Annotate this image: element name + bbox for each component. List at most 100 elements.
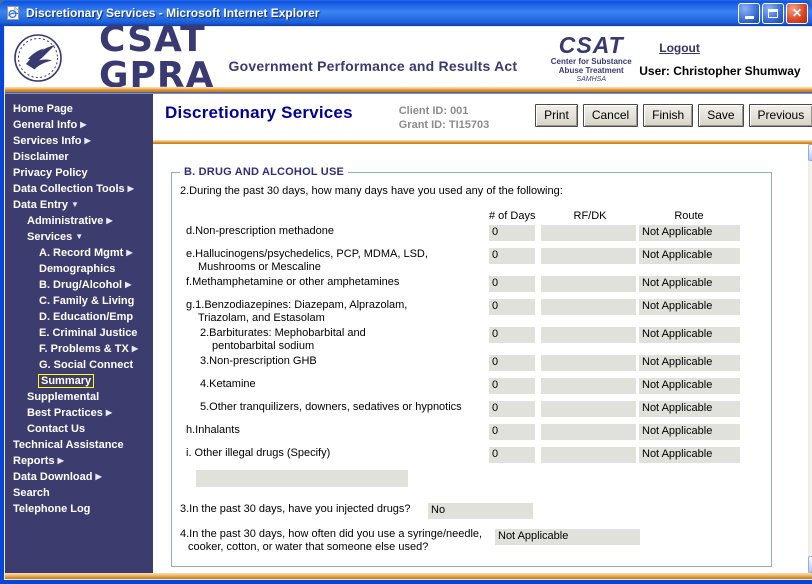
route-field[interactable]: Not Applicable bbox=[639, 424, 740, 440]
sidebar-item-data-download[interactable]: Data Download ▶ bbox=[5, 469, 151, 485]
sidebar-item-administrative[interactable]: Administrative ▶ bbox=[5, 213, 151, 229]
page-title: Discretionary Services bbox=[165, 103, 353, 122]
other-drugs-specify-input[interactable] bbox=[196, 470, 408, 487]
submenu-right-arrow-icon: ▶ bbox=[125, 280, 132, 289]
sidebar-item-summary[interactable]: Summary bbox=[5, 373, 151, 389]
cancel-button[interactable]: Cancel bbox=[582, 104, 639, 127]
hhs-eagle-logo bbox=[14, 34, 62, 82]
route-field[interactable]: Not Applicable bbox=[639, 225, 740, 241]
scroll-region: B. DRUG AND ALCOHOL USE 2.During the pas… bbox=[153, 144, 812, 573]
sidebar-item-telephone-log[interactable]: Telephone Log bbox=[5, 501, 151, 517]
sidebar-item-best-practices[interactable]: Best Practices ▶ bbox=[5, 405, 151, 421]
days-field[interactable]: 0 bbox=[489, 378, 535, 394]
route-field[interactable]: Not Applicable bbox=[639, 355, 740, 371]
days-field[interactable]: 0 bbox=[489, 424, 535, 440]
save-button[interactable]: Save bbox=[698, 104, 744, 127]
drug-row: h.Inhalants 0 Not Applicable bbox=[178, 424, 763, 440]
sidebar-item-e-criminal-justice[interactable]: E. Criminal Justice bbox=[5, 325, 151, 341]
window-frame: CSAT GPRA Government Performance and Res… bbox=[0, 22, 812, 584]
csat-samhsa-logo: CSAT Center for Substance Abuse Treatmen… bbox=[543, 31, 639, 83]
route-field[interactable]: Not Applicable bbox=[639, 299, 740, 315]
days-field[interactable]: 0 bbox=[489, 276, 535, 292]
sidebar-item-search[interactable]: Search bbox=[5, 485, 151, 501]
drug-row: g.1.Benzodiazepines: Diazepam, Alprazola… bbox=[178, 299, 763, 325]
route-field[interactable]: Not Applicable bbox=[639, 378, 740, 394]
sidebar-item-g-social-connect[interactable]: G. Social Connect bbox=[5, 357, 151, 373]
question-3-row: 3.In the past 30 days, have you injected… bbox=[178, 503, 763, 519]
submenu-right-arrow-icon: ▶ bbox=[106, 216, 113, 225]
days-field[interactable]: 0 bbox=[489, 401, 535, 417]
sidebar-item-disclaimer[interactable]: Disclaimer bbox=[5, 149, 151, 165]
submenu-right-arrow-icon: ▶ bbox=[126, 248, 133, 257]
sidebar-item-supplemental[interactable]: Supplemental bbox=[5, 389, 151, 405]
route-field[interactable]: Not Applicable bbox=[639, 401, 740, 417]
submenu-right-arrow-icon: ▶ bbox=[57, 456, 64, 465]
sidebar-menu: Home Page General Info ▶ Services Info ▶ Disc… bbox=[5, 94, 153, 573]
route-column-header: Route bbox=[674, 210, 704, 222]
drug-row-label: e.Hallucinogens/psychedelics, PCP, MDMA,… bbox=[186, 248, 428, 273]
route-field[interactable]: Not Applicable bbox=[639, 327, 740, 343]
sidebar-item-technical-assistance[interactable]: Technical Assistance bbox=[5, 437, 151, 453]
finish-button[interactable]: Finish bbox=[643, 104, 694, 127]
sidebar-item-label: Reports bbox=[13, 455, 55, 467]
question-4-text: 4.In the past 30 days, how often did you… bbox=[180, 528, 483, 553]
days-field[interactable]: 0 bbox=[489, 225, 535, 241]
drug-row-label: 2.Barbiturates: Mephobarbital and pentoba… bbox=[200, 327, 366, 352]
days-field[interactable]: 0 bbox=[489, 299, 535, 315]
route-field[interactable]: Not Applicable bbox=[639, 447, 740, 463]
days-field[interactable]: 0 bbox=[489, 327, 535, 343]
rfdk-field[interactable] bbox=[541, 378, 636, 394]
sidebar-item-services-info[interactable]: Services Info ▶ bbox=[5, 133, 151, 149]
sidebar-item-b-drug-alcohol[interactable]: B. Drug/Alcohol ▶ bbox=[5, 277, 151, 293]
rfdk-field[interactable] bbox=[541, 447, 636, 463]
sidebar-item-d-education-emp[interactable]: D. Education/Emp bbox=[5, 309, 151, 325]
days-field[interactable]: 0 bbox=[489, 447, 535, 463]
sidebar-item-f-problems-tx[interactable]: F. Problems & TX ▶ bbox=[5, 341, 151, 357]
days-field[interactable]: 0 bbox=[489, 248, 535, 264]
rfdk-field[interactable] bbox=[541, 327, 636, 343]
close-button[interactable]: ✕ bbox=[786, 2, 808, 24]
sidebar-item-data-collection-tools[interactable]: Data Collection Tools ▶ bbox=[5, 181, 151, 197]
injected-drugs-field[interactable]: No bbox=[428, 503, 533, 519]
sidebar-item-label: F. Problems & TX bbox=[39, 343, 129, 355]
days-field[interactable]: 0 bbox=[489, 355, 535, 371]
sidebar-item-label: Data Collection Tools bbox=[13, 183, 125, 195]
sidebar-item-reports[interactable]: Reports ▶ bbox=[5, 453, 151, 469]
rfdk-field[interactable] bbox=[541, 299, 636, 315]
close-icon: ✕ bbox=[791, 6, 803, 20]
sidebar-item-data-entry[interactable]: Data Entry ▼ bbox=[5, 197, 151, 213]
route-field[interactable]: Not Applicable bbox=[639, 248, 740, 264]
sidebar-item-home-page[interactable]: Home Page bbox=[5, 101, 151, 117]
grant-id: Grant ID: TI15703 bbox=[398, 119, 490, 131]
rfdk-field[interactable] bbox=[541, 276, 636, 292]
vertical-scrollbar[interactable]: ▲ ▼ bbox=[808, 144, 812, 573]
drug-alcohol-fieldset: B. DRUG AND ALCOHOL USE 2.During the pas… bbox=[171, 166, 773, 567]
drug-row-label: 3.Non-prescription GHB bbox=[200, 355, 317, 367]
csat-logo-text: CSAT bbox=[558, 31, 624, 58]
sidebar-item-demographics[interactable]: Demographics bbox=[5, 261, 151, 277]
print-button[interactable]: Print bbox=[535, 104, 578, 127]
sidebar-item-label: Telephone Log bbox=[13, 503, 91, 515]
rfdk-field[interactable] bbox=[541, 424, 636, 440]
sidebar-item-a-record-mgmt[interactable]: A. Record Mgmt ▶ bbox=[5, 245, 151, 261]
rfdk-field[interactable] bbox=[541, 355, 636, 371]
section-legend: B. DRUG AND ALCOHOL USE bbox=[184, 166, 345, 178]
rfdk-field[interactable] bbox=[541, 248, 636, 264]
rfdk-field[interactable] bbox=[541, 401, 636, 417]
scroll-down-button[interactable]: ▼ bbox=[808, 556, 812, 573]
sidebar-item-contact-us[interactable]: Contact Us bbox=[5, 421, 151, 437]
logout-link[interactable]: Logout bbox=[659, 40, 700, 55]
sidebar-item-privacy-policy[interactable]: Privacy Policy bbox=[5, 165, 151, 181]
sidebar-item-c-family-living[interactable]: C. Family & Living bbox=[5, 293, 151, 309]
maximize-button[interactable] bbox=[762, 2, 784, 24]
sidebar-item-general-info[interactable]: General Info ▶ bbox=[5, 117, 151, 133]
previous-button[interactable]: Previous bbox=[748, 104, 812, 127]
syringe-use-field[interactable]: Not Applicable bbox=[495, 529, 640, 545]
scroll-up-button[interactable]: ▲ bbox=[808, 144, 812, 161]
banner-orange-rule bbox=[5, 87, 812, 92]
rfdk-field[interactable] bbox=[541, 225, 636, 241]
route-field[interactable]: Not Applicable bbox=[639, 276, 740, 292]
sidebar-item-services[interactable]: Services ▼ bbox=[5, 229, 151, 245]
rfdk-column-header: RF/DK bbox=[573, 210, 607, 222]
minimize-button[interactable] bbox=[738, 2, 760, 24]
